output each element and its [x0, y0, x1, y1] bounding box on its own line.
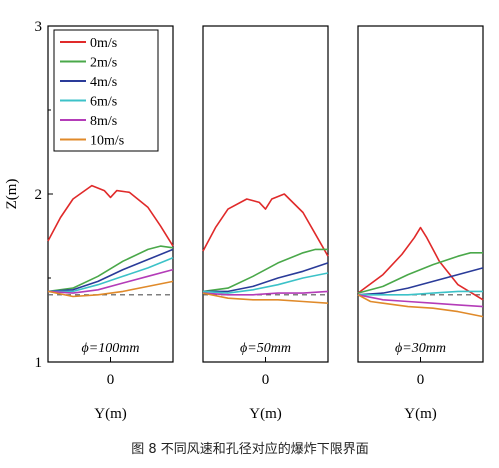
series-line-2m/s	[357, 252, 483, 294]
y-axis: 1 2 3 Z(m)	[4, 19, 53, 371]
series-line-8m/s	[357, 294, 484, 308]
series-line-0m/s	[357, 226, 484, 301]
series-line-0m/s	[202, 193, 329, 257]
legend: 0m/s 2m/s 4m/s 6m/s 8m/s 10m/s	[53, 29, 159, 152]
legend-label: 8m/s	[90, 114, 117, 129]
series-line-2m/s	[47, 245, 174, 293]
series-line-0m/s	[47, 184, 174, 247]
panel-annotation: ϕ=100mm	[82, 341, 140, 356]
panel-frame	[202, 25, 329, 363]
x-tick-label: 0	[262, 372, 270, 388]
x-tick-label: 0	[417, 372, 425, 388]
series-line-4m/s	[203, 262, 329, 293]
panel-annotation: ϕ=50mm	[240, 341, 291, 356]
series-line-6m/s	[202, 272, 329, 294]
panel-annotation: ϕ=30mm	[395, 341, 446, 356]
series-line-6m/s	[48, 257, 174, 293]
x-axis-label: Y(m)	[404, 406, 437, 422]
series-line-6m/s	[358, 290, 483, 296]
panel-3: 0 Y(m) ϕ=30mm	[357, 25, 484, 422]
legend-box	[53, 29, 159, 152]
legend-label: 0m/s	[90, 36, 117, 51]
series-line-8m/s	[202, 290, 329, 296]
series-line-10m/s	[47, 280, 174, 298]
series-line-4m/s	[357, 267, 484, 296]
panel-2: 0 Y(m) ϕ=50mm	[202, 25, 329, 422]
y-tick-label: 3	[35, 19, 43, 35]
legend-label: 6m/s	[90, 95, 117, 110]
series-line-4m/s	[47, 248, 174, 293]
panel-frame	[357, 25, 484, 363]
x-axis-label: Y(m)	[94, 406, 127, 422]
series-line-10m/s	[357, 294, 484, 318]
legend-label: 4m/s	[90, 75, 117, 90]
panel-1: 0 Y(m) ϕ=100mm	[47, 25, 174, 422]
panels-layer: 0 Y(m) ϕ=100mm 0 Y(m) ϕ=50mm 0 Y(m) ϕ=30mm	[47, 25, 484, 422]
series-line-2m/s	[202, 248, 328, 293]
legend-label: 2m/s	[90, 56, 117, 71]
y-tick-label: 1	[35, 355, 43, 371]
legend-label: 10m/s	[90, 134, 124, 149]
y-axis-label: Z(m)	[4, 179, 20, 210]
series-line-10m/s	[202, 292, 329, 304]
y-tick-label: 2	[35, 187, 43, 203]
figure-caption: 图 8 不同风速和孔径对应的爆炸下限界面	[131, 441, 369, 457]
series-line-8m/s	[47, 268, 174, 294]
x-axis-label: Y(m)	[249, 406, 282, 422]
x-tick-label: 0	[107, 372, 115, 388]
